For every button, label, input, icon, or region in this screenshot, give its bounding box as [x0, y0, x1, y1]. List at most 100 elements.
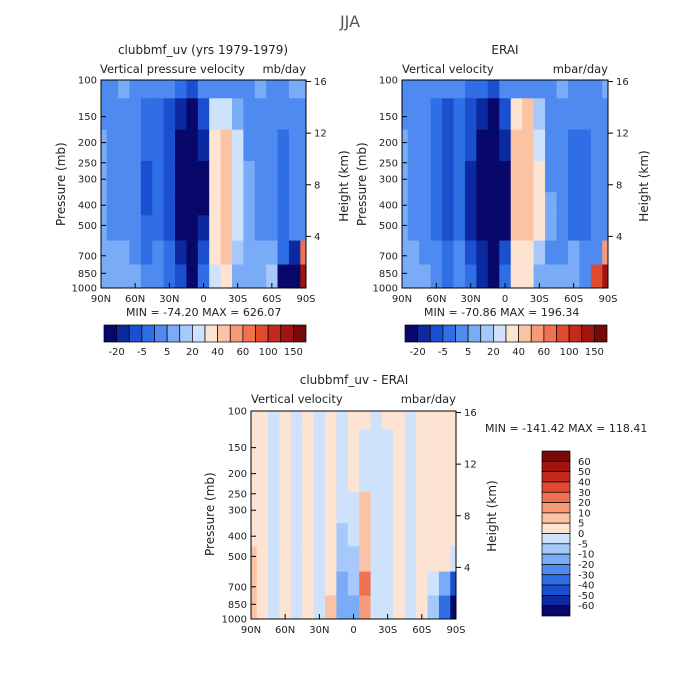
heatmap-cell	[556, 264, 569, 282]
heatmap-cell	[325, 460, 337, 493]
heatmap-cell	[152, 215, 165, 241]
heatmap-cell	[419, 80, 432, 99]
heatmap-cell	[442, 98, 454, 131]
heatmap-cell	[370, 429, 383, 462]
heatmap-cell	[464, 129, 477, 162]
heatmap-cell	[220, 215, 233, 241]
colorbar-3-label: -30	[578, 570, 594, 581]
colorbar-1-swatch	[229, 324, 244, 343]
heatmap-cell	[302, 491, 315, 524]
heatmap-cell	[453, 129, 466, 162]
heatmap-cell	[336, 611, 349, 620]
heatmap-cell	[163, 192, 176, 216]
heatmap-cell	[254, 280, 267, 289]
heatmap-cell	[359, 523, 371, 547]
heatmap-cell	[370, 491, 383, 524]
heatmap-cell	[438, 546, 451, 572]
heatmap-cell	[209, 98, 221, 131]
heatmap-cell	[404, 523, 417, 547]
heatmap-cell	[579, 98, 592, 131]
panel-1-minmax: MIN = -74.20 MAX = 626.07	[126, 306, 282, 319]
colorbar-3-label: 30	[578, 488, 591, 499]
heatmap-cell	[129, 192, 142, 216]
heatmap-cell	[163, 215, 176, 241]
heatmap-cell	[277, 264, 290, 282]
heatmap-cell	[152, 192, 165, 216]
colorbar-1-label: 100	[259, 347, 278, 358]
heatmap-cell	[602, 215, 609, 241]
heatmap-cell	[567, 264, 580, 282]
heatmap-cell	[152, 80, 165, 99]
heatmap-cell	[438, 460, 451, 493]
heatmap-cell	[453, 264, 466, 282]
heatmap-cell	[186, 98, 199, 131]
heatmap-cell	[499, 264, 512, 282]
heatmap-cell	[163, 240, 176, 265]
heatmap-cell	[522, 215, 535, 241]
heatmap-cell	[302, 546, 315, 572]
heatmap-cell	[416, 595, 428, 613]
heatmap-cell	[197, 80, 210, 99]
heatmap-cell	[101, 240, 108, 265]
heatmap-cell	[256, 523, 269, 547]
heatmap-cell	[438, 595, 451, 613]
heatmap-cell	[254, 129, 267, 162]
heatmap-cell	[602, 80, 609, 99]
heatmap-cell	[533, 215, 546, 241]
heatmap-cell	[476, 160, 489, 193]
colorbar-3-swatch	[541, 574, 571, 586]
heatmap-cell	[251, 491, 258, 524]
heatmap-cell	[256, 595, 269, 613]
heatmap-cell	[450, 460, 457, 493]
pressure-tick-label: 850	[78, 269, 97, 280]
heatmap-cell	[152, 98, 165, 131]
heatmap-cell	[288, 192, 301, 216]
heatmap-cell	[370, 571, 383, 596]
heatmap-cell	[140, 98, 153, 131]
heatmap-cell	[266, 215, 278, 241]
colorbar-3-swatch	[541, 522, 571, 534]
heatmap-cell	[442, 280, 454, 289]
heatmap-cell	[266, 192, 278, 216]
heatmap-cell	[499, 192, 512, 216]
heatmap-cell	[101, 98, 108, 131]
heatmap-cell	[101, 129, 108, 162]
pressure-tick-label: 1000	[373, 284, 398, 295]
heatmap-cell	[579, 160, 592, 193]
heatmap-cell	[300, 129, 307, 162]
heatmap-cell	[545, 129, 557, 162]
heatmap-cell	[419, 160, 432, 193]
heatmap-cell	[590, 129, 603, 162]
heatmap-cell	[393, 429, 406, 462]
heatmap-cell	[404, 429, 417, 462]
heatmap-cell	[416, 429, 428, 462]
heatmap-cell	[347, 595, 360, 613]
colorbar-2-swatch	[429, 324, 444, 343]
heatmap-cell	[602, 280, 609, 289]
heatmap-cell	[407, 98, 420, 131]
heatmap-cell	[487, 240, 500, 265]
heatmap-cell	[442, 264, 454, 282]
heatmap-cell	[101, 80, 108, 99]
heatmap-cell	[220, 240, 233, 265]
heatmap-cell	[251, 546, 258, 572]
heatmap-cell	[268, 411, 280, 430]
colorbar-3-swatch	[541, 584, 571, 596]
heatmap-cell	[430, 129, 443, 162]
heatmap-cell	[106, 280, 119, 289]
heatmap-cell	[175, 280, 187, 289]
colorbar-2-label: -5	[438, 347, 448, 358]
heatmap-cell	[522, 160, 535, 193]
heatmap-cell	[106, 264, 119, 282]
heatmap-cell	[347, 491, 360, 524]
heatmap-cell	[118, 280, 130, 289]
heatmap-cell	[254, 264, 267, 282]
heatmap-cell	[404, 491, 417, 524]
heatmap-cell	[359, 429, 371, 462]
heatmap-cell	[453, 192, 466, 216]
pressure-tick-label: 300	[379, 175, 398, 186]
pressure-tick-label: 250	[78, 158, 97, 169]
heatmap-cell	[254, 80, 267, 99]
heatmap-cell	[129, 215, 142, 241]
heatmap-cell	[370, 611, 383, 620]
